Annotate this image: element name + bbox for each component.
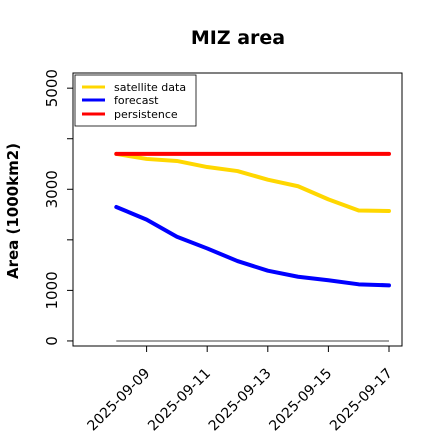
x-tick-label: 2025-09-13 bbox=[206, 366, 275, 435]
x-tick-label: 2025-09-11 bbox=[145, 366, 214, 435]
y-tick-label: 1000 bbox=[43, 271, 61, 309]
chart-title: MIZ area bbox=[191, 27, 285, 49]
x-tick-label: 2025-09-17 bbox=[327, 366, 396, 435]
y-tick-label: 5000 bbox=[43, 69, 61, 107]
series-line-forecast bbox=[114, 204, 391, 288]
x-tick-label: 2025-09-09 bbox=[85, 366, 154, 435]
legend: satellite data forecast persistence bbox=[74, 74, 197, 127]
x-tick-label: 2025-09-15 bbox=[266, 366, 335, 435]
y-axis-label: Area (1000km2) bbox=[4, 143, 22, 279]
legend-label-persistence: persistence bbox=[114, 108, 178, 121]
legend-label-forecast: forecast bbox=[114, 94, 159, 107]
y-tick-label: 0 bbox=[43, 336, 61, 346]
legend-label-satellite: satellite data bbox=[114, 81, 186, 94]
y-tick-label: 3000 bbox=[43, 170, 61, 208]
series-line-satellite-data bbox=[114, 151, 391, 214]
plot-frame bbox=[72, 72, 403, 347]
